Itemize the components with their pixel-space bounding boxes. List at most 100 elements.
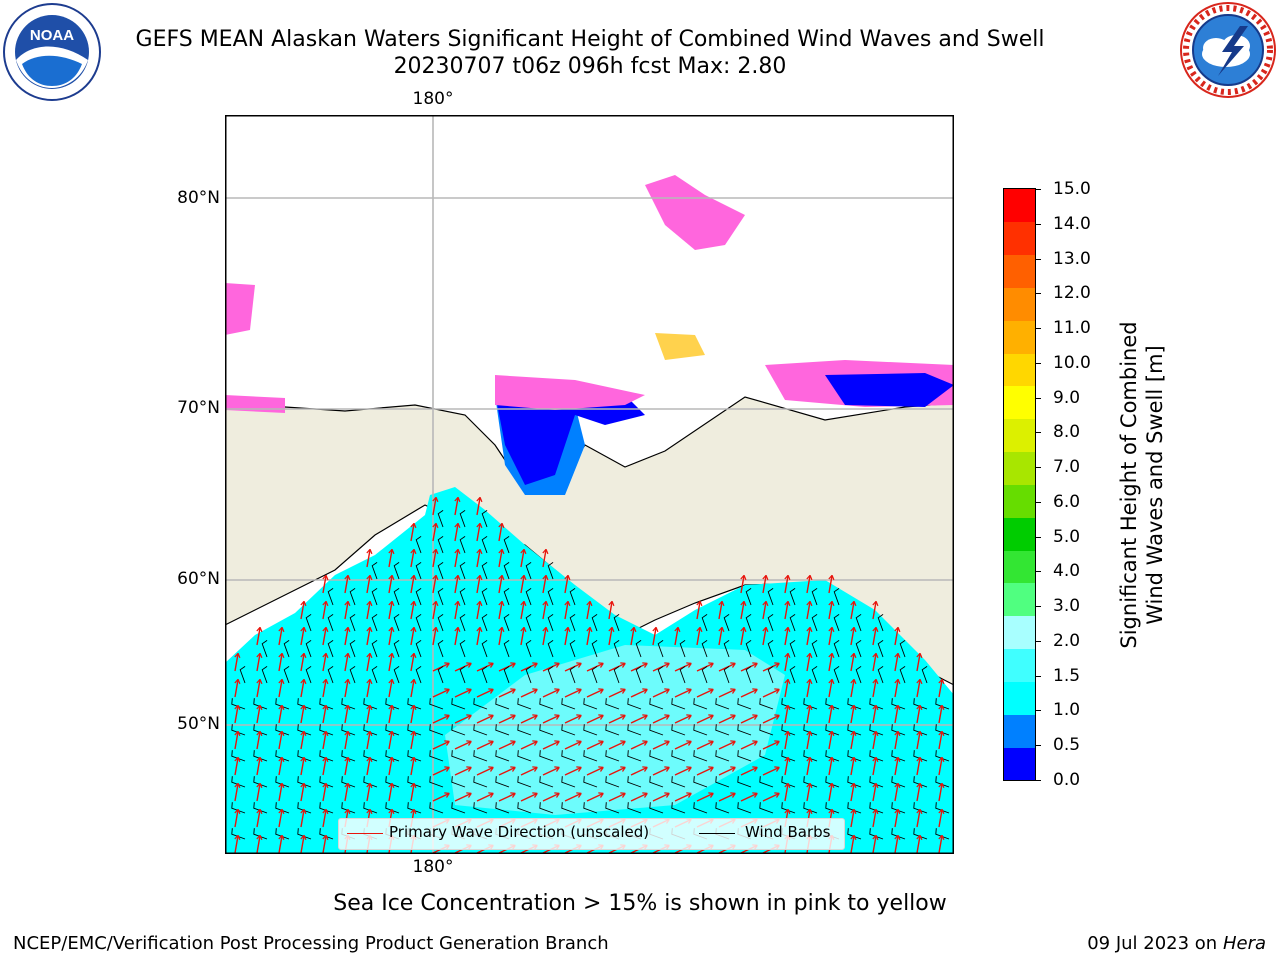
wave-direction-arrow <box>366 653 371 672</box>
wave-direction-arrow <box>388 575 393 594</box>
wind-barb <box>759 724 774 736</box>
wave-arrow-head <box>300 600 307 607</box>
wave-arrow-head <box>366 704 373 711</box>
wave-arrow-head <box>278 704 285 711</box>
wind-barb <box>459 536 466 554</box>
wind-barb <box>393 640 400 658</box>
wind-barb <box>759 750 774 762</box>
wind-barb <box>899 640 906 658</box>
colorbar-segment <box>1004 648 1035 682</box>
wind-barb <box>649 776 664 788</box>
wave-arrow-head <box>344 808 351 815</box>
wave-direction-arrow <box>454 662 472 672</box>
wave-direction-arrow <box>696 714 714 724</box>
wave-direction-arrow <box>916 783 921 802</box>
wind-barb <box>723 614 730 632</box>
wind-barb <box>451 750 466 762</box>
wind-barb <box>693 698 708 710</box>
wave-arrow-head <box>620 714 626 720</box>
wind-barb <box>935 828 950 840</box>
wind-barb <box>723 640 730 658</box>
wind-barb <box>635 666 642 684</box>
wind-barb <box>407 724 422 736</box>
wind-barb <box>825 776 840 788</box>
wave-arrow-head <box>278 756 285 763</box>
wave-arrow-head <box>806 782 813 789</box>
wave-arrow-head <box>784 600 791 607</box>
wave-arrow-head <box>806 730 813 737</box>
wind-barb <box>899 666 906 684</box>
wave-direction-arrow <box>586 601 591 620</box>
wave-arrow-head <box>938 730 945 737</box>
wave-direction-arrow <box>784 705 789 724</box>
wind-barb <box>547 666 554 684</box>
wind-barb <box>275 698 290 710</box>
wave-arrow-head <box>872 626 879 633</box>
wave-arrow-head <box>806 626 813 633</box>
wave-direction-arrow <box>740 766 758 776</box>
wind-barb <box>437 640 444 658</box>
wave-arrow-head <box>784 782 791 789</box>
wave-arrow-head <box>586 626 593 633</box>
wave-direction-arrow <box>828 601 833 620</box>
wind-barb <box>429 750 444 762</box>
wave-arrow-head <box>608 600 615 607</box>
wave-arrow-head <box>388 730 395 737</box>
wave-arrow-head <box>598 688 604 694</box>
wave-direction-arrow <box>806 757 811 776</box>
wind-barb <box>429 724 444 736</box>
wind-barb <box>737 802 752 814</box>
wave-arrow-head <box>476 496 483 503</box>
wave-arrow-head <box>388 808 395 815</box>
wave-arrow-head <box>740 574 747 581</box>
wave-arrow-head <box>322 600 329 607</box>
wind-barb <box>803 698 818 710</box>
wave-direction-arrow <box>718 662 736 672</box>
wave-arrow-head <box>476 626 483 633</box>
wave-arrow-head <box>410 652 417 659</box>
wind-barb <box>451 698 466 710</box>
wave-direction-arrow <box>564 627 569 646</box>
wave-arrow-head <box>828 808 835 815</box>
wind-barb <box>811 640 818 658</box>
wave-arrow-head <box>730 662 736 668</box>
wave-direction-arrow <box>454 549 459 568</box>
wind-barb <box>737 698 752 710</box>
wave-arrow-head <box>894 730 901 737</box>
wave-direction-arrow <box>784 575 789 594</box>
wave-direction-arrow <box>718 766 736 776</box>
wave-direction-arrow <box>498 766 516 776</box>
wind-barb <box>657 640 664 658</box>
wave-arrow-head <box>620 766 626 772</box>
wind-barb <box>525 562 532 580</box>
wave-arrow-head <box>894 808 901 815</box>
wave-arrow-head <box>344 782 351 789</box>
wind-barb <box>319 698 334 710</box>
wave-direction-arrow <box>520 714 538 724</box>
title-line-2: 20230707 t06z 096h fcst Max: 2.80 <box>393 54 787 79</box>
wind-barb <box>297 828 312 840</box>
wave-direction-arrow <box>740 627 745 646</box>
wind-barb <box>847 750 862 762</box>
wave-arrow-head <box>564 626 571 633</box>
wind-barb <box>451 802 466 814</box>
wind-barb <box>481 588 488 606</box>
wind-barb <box>781 698 796 710</box>
wave-arrow-head <box>806 678 813 685</box>
wind-barb <box>231 776 246 788</box>
wave-direction-arrow <box>828 653 833 672</box>
wind-barb <box>649 802 664 814</box>
wave-direction-arrow <box>300 783 305 802</box>
wave-arrow-head <box>300 782 307 789</box>
wind-barb <box>473 802 488 814</box>
wind-barb <box>459 666 466 684</box>
wind-barb <box>723 666 730 684</box>
wave-arrow-head <box>916 652 923 659</box>
wind-barb <box>451 724 466 736</box>
wave-direction-arrow <box>784 731 789 750</box>
wind-barb <box>649 750 664 762</box>
wave-direction-arrow <box>916 731 921 750</box>
wave-direction-arrow <box>432 740 450 750</box>
wave-direction-arrow <box>520 549 525 568</box>
wave-direction-arrow <box>916 653 921 672</box>
